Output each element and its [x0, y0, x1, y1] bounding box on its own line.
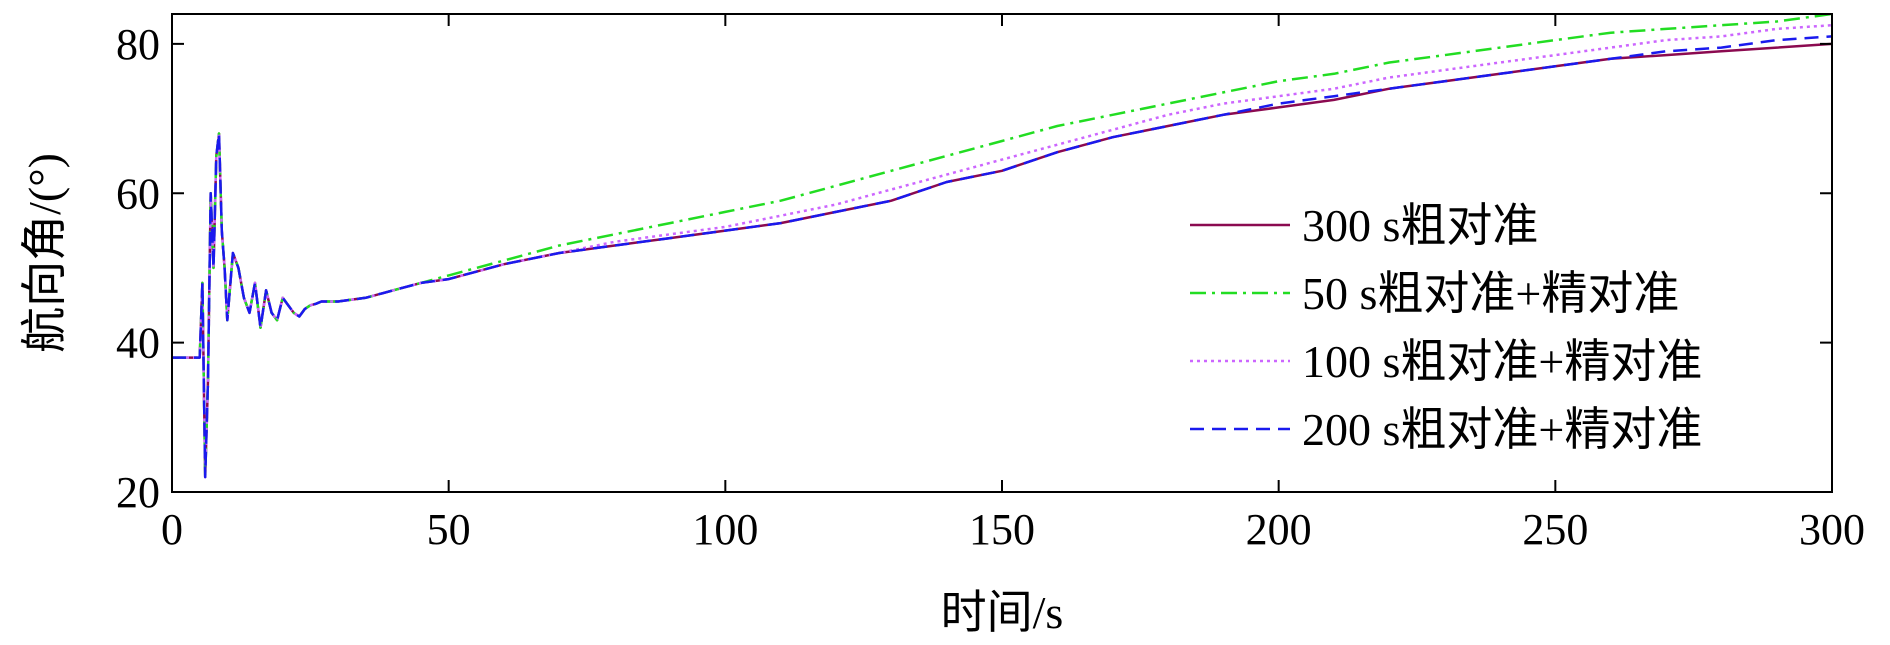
y-tick-label: 60	[116, 169, 160, 218]
y-tick-label: 80	[116, 20, 160, 69]
legend-label-1: 300 s粗对准	[1302, 200, 1538, 251]
x-axis-title: 时间/s	[941, 587, 1064, 638]
x-tick-label: 150	[969, 505, 1035, 554]
y-tick-label: 20	[116, 468, 160, 517]
series-line-4	[172, 35, 1833, 479]
y-axis-ticks: 20 40 60 80	[116, 20, 1832, 517]
x-axis-ticks: 0 50 100 150 200 250 300	[161, 14, 1865, 554]
x-tick-label: 50	[427, 505, 471, 554]
y-axis-title: 航向角/(°)	[19, 153, 70, 353]
legend-label-4: 200 s粗对准+精对准	[1302, 404, 1702, 455]
y-tick-label: 40	[116, 319, 160, 368]
plot-lines	[172, 12, 1833, 479]
x-tick-label: 200	[1246, 505, 1312, 554]
x-tick-label: 0	[161, 505, 183, 554]
x-tick-label: 300	[1799, 505, 1865, 554]
legend-label-2: 50 s粗对准+精对准	[1302, 268, 1679, 319]
legend: 300 s粗对准 50 s粗对准+精对准 100 s粗对准+精对准 200 s粗对准+…	[1190, 200, 1702, 455]
legend-label-3: 100 s粗对准+精对准	[1302, 336, 1702, 387]
x-tick-label: 100	[692, 505, 758, 554]
x-tick-label: 250	[1522, 505, 1588, 554]
